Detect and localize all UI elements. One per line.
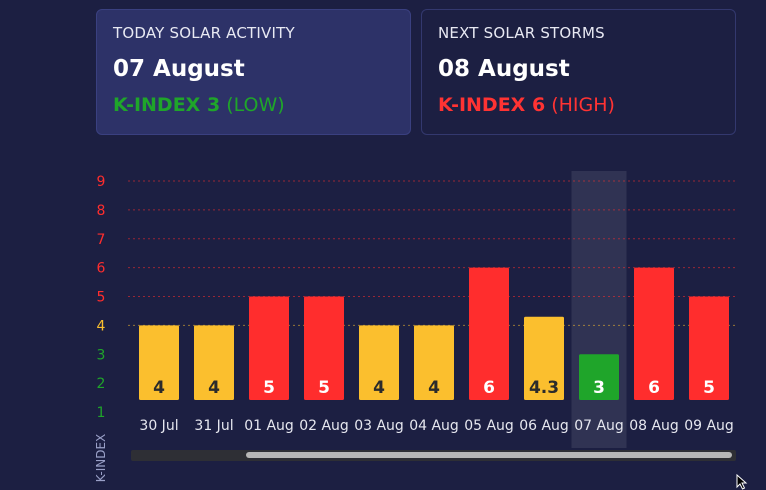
bar (524, 316, 564, 400)
y-tick-label: 6 (97, 261, 106, 277)
bar-value-label: 4 (373, 378, 385, 398)
y-tick-label: 1 (97, 405, 106, 421)
bar (579, 354, 619, 400)
x-tick-label: 09 Aug (684, 418, 734, 434)
next-kindex: K-INDEX 6 (438, 94, 546, 116)
kindex-bar-chart: 1 2 3 4 5 6 7 8 9 K-INDEX 4 30 Jul 4 31 Jul 5 01 Aug 5 02… (94, 171, 738, 483)
bar (359, 325, 399, 400)
y-tick-label: 7 (97, 232, 106, 248)
today-activity-label: TODAY SOLAR ACTIVITY (113, 24, 295, 42)
bar-value-label: 5 (318, 378, 330, 398)
y-tick-label: 3 (97, 347, 106, 363)
bar-value-label: 5 (703, 378, 715, 398)
bar (469, 267, 509, 400)
bar (194, 325, 234, 400)
x-tick-label: 03 Aug (354, 418, 404, 434)
bar (304, 296, 344, 400)
y-tick-label: 2 (97, 376, 106, 392)
bar-value-label: 3 (593, 378, 605, 398)
bar-value-label: 4.3 (529, 378, 559, 398)
chart-scrollbar[interactable] (131, 450, 736, 461)
y-axis-label: K-INDEX (94, 434, 108, 483)
chart-scrollbar-thumb[interactable] (246, 452, 732, 458)
bar-value-label: 4 (208, 378, 220, 398)
today-level: (LOW) (226, 94, 285, 116)
y-tick-label: 5 (97, 290, 106, 306)
bar-value-label: 5 (263, 378, 275, 398)
x-tick-label: 30 Jul (139, 418, 178, 434)
today-activity-card: TODAY SOLAR ACTIVITY 07 August K-INDEX 3… (96, 9, 411, 135)
x-tick-label: 06 Aug (519, 418, 569, 434)
bar (689, 296, 729, 400)
x-tick-label: 07 Aug (574, 418, 624, 434)
y-tick-label: 4 (97, 318, 106, 334)
x-tick-label: 04 Aug (409, 418, 459, 434)
today-date: 07 August (113, 56, 245, 82)
bar-value-label: 4 (428, 378, 440, 398)
bar (139, 325, 179, 400)
y-tick-label: 8 (97, 203, 106, 219)
bar-value-label: 6 (483, 378, 495, 398)
next-storms-label: NEXT SOLAR STORMS (438, 24, 605, 42)
today-kindex-line: K-INDEX 3 (LOW) (113, 94, 394, 116)
y-tick-label: 9 (97, 174, 106, 190)
x-tick-label: 05 Aug (464, 418, 514, 434)
x-tick-label: 31 Jul (194, 418, 233, 434)
x-tick-label: 01 Aug (244, 418, 294, 434)
next-level: (HIGH) (551, 94, 615, 116)
next-storms-card: NEXT SOLAR STORMS 08 August K-INDEX 6 (H… (421, 9, 736, 135)
next-kindex-line: K-INDEX 6 (HIGH) (438, 94, 719, 116)
bar-value-label: 6 (648, 378, 660, 398)
bar (634, 267, 674, 400)
bar-value-label: 4 (153, 378, 165, 398)
today-kindex: K-INDEX 3 (113, 94, 221, 116)
bar (414, 325, 454, 400)
x-tick-label: 02 Aug (299, 418, 349, 434)
next-storms-date: 08 August (438, 56, 570, 82)
bar (249, 296, 289, 400)
x-tick-label: 08 Aug (629, 418, 679, 434)
highlight-column (571, 171, 627, 448)
